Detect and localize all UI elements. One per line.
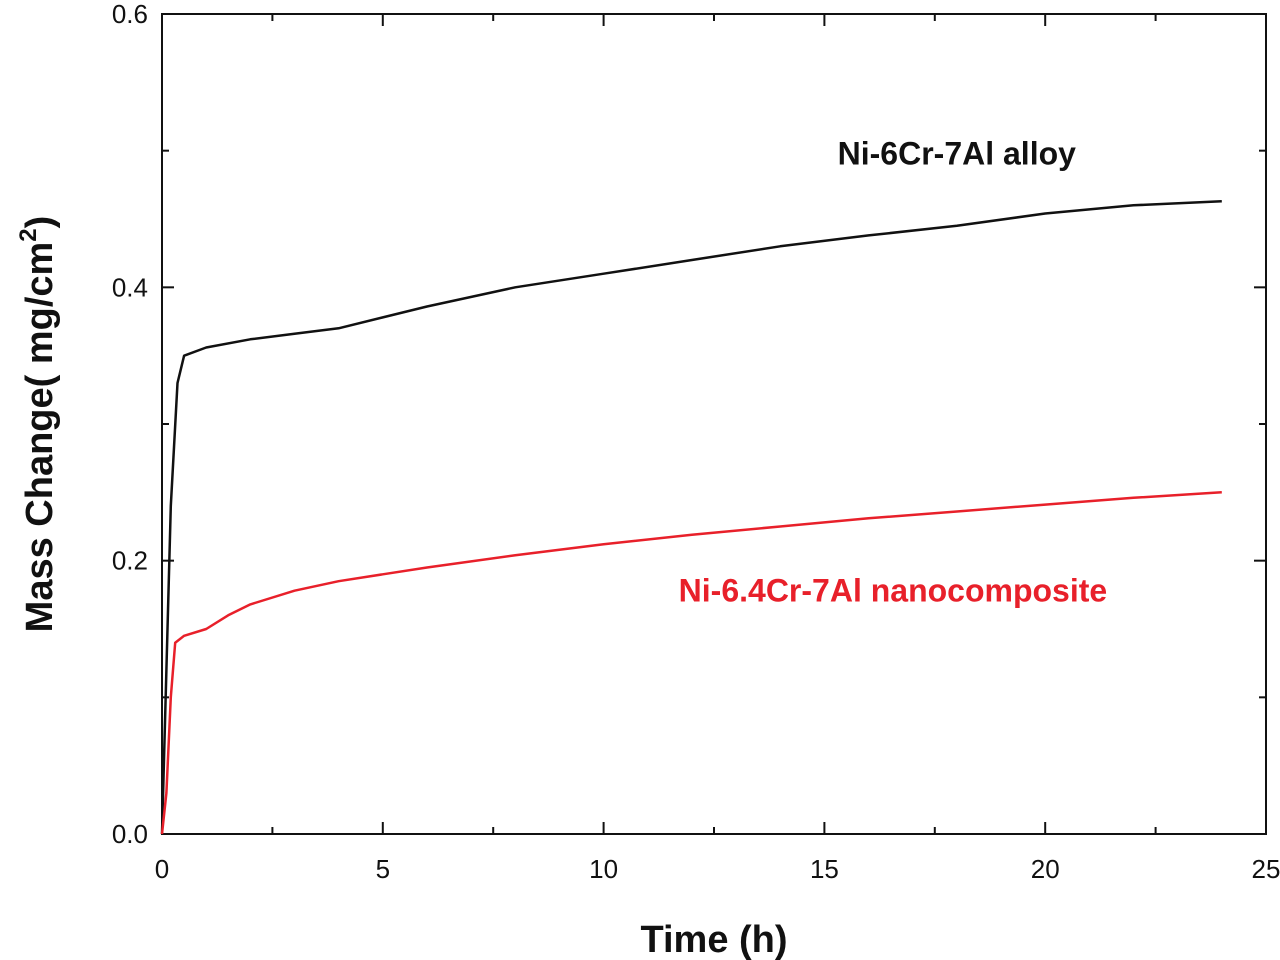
y-tick-label: 0.4 [112,272,148,302]
x-axis-title: Time (h) [640,919,787,960]
y-tick-label: 0.2 [112,546,148,576]
series-annotations: Ni-6Cr-7Al alloy Ni-6.4Cr-7Al nanocomposi… [679,135,1108,608]
annotation-nanocomposite: Ni-6.4Cr-7Al nanocomposite [679,573,1108,609]
x-tick-label: 0 [155,854,169,884]
plot-frame [161,13,1267,835]
annotation-alloy: Ni-6Cr-7Al alloy [838,135,1076,171]
x-tick-label: 20 [1031,854,1060,884]
series-line-nanocomposite [160,491,1222,835]
series-line-alloy [160,199,1222,835]
y-tick-label: 0.6 [112,0,148,29]
series-lines [160,199,1222,835]
x-tick-label: 5 [376,854,390,884]
x-tick-label: 15 [810,854,839,884]
y-axis-title-superscript: 2 [15,228,42,241]
y-axis-title-suffix: ) [19,216,61,229]
y-axis-title-main: Mass Change( mg/cm [19,242,61,633]
y-axis-title: Mass Change( mg/cm2) [15,216,61,633]
x-tick-label: 25 [1252,854,1280,884]
axis-ticks: 0 5 10 15 20 25 0.0 0.2 0.4 0.6 [112,0,1280,884]
y-tick-label: 0.0 [112,819,148,849]
x-tick-label: 10 [589,854,618,884]
